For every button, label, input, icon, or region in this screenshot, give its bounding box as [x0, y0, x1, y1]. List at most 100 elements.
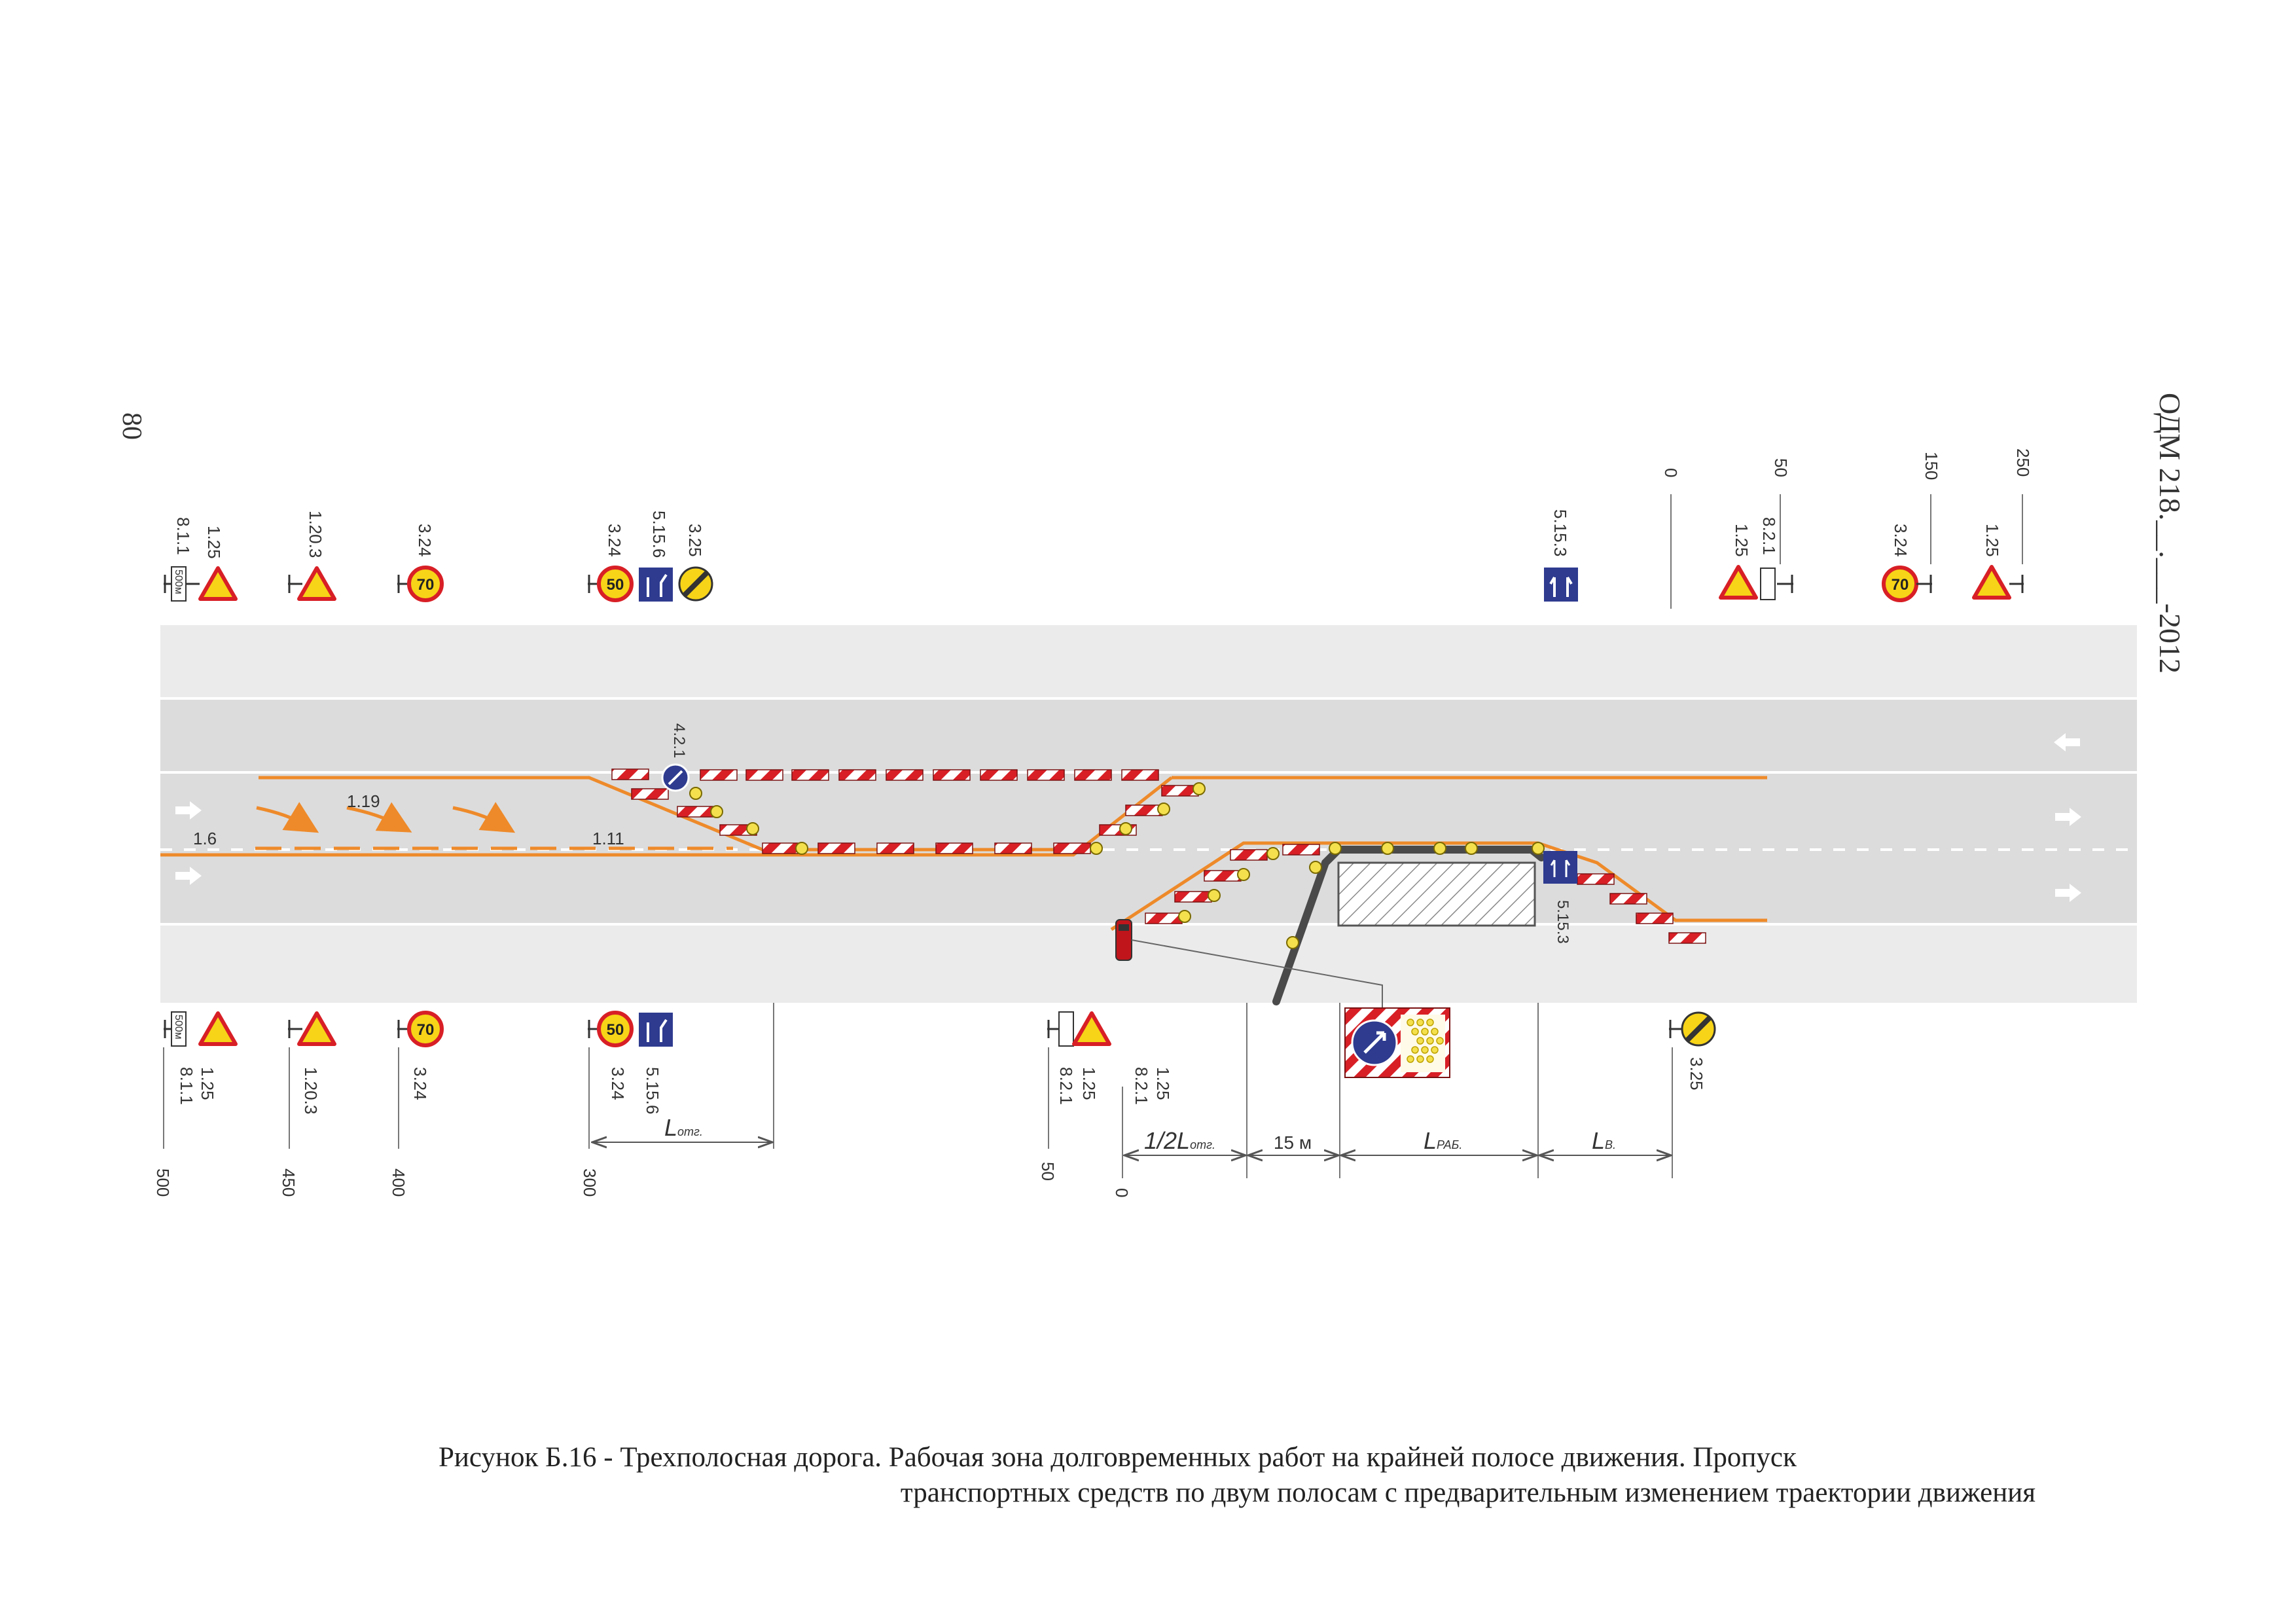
arrow-right-icon [175, 801, 202, 820]
sign-code: 3.24 [415, 524, 435, 557]
top-sign-group-3: 70 3.24 [397, 524, 444, 602]
top-sign-group-5: 5.15.3 [1543, 509, 1579, 603]
sign-code: 3.25 [685, 524, 705, 557]
barrier-row-top [611, 768, 1159, 781]
figure-caption: Рисунок Б.16 - Трехполосная дорога. Рабо… [439, 1440, 2036, 1511]
distance-label: 0 [1112, 1188, 1132, 1197]
sign-5-15-3-onroad [1543, 851, 1577, 884]
distance-label: 250 [2013, 448, 2033, 477]
distance-label: 150 [1922, 452, 1941, 480]
bottom-sign-group-2: 1.20.3 [288, 1011, 336, 1114]
road-works-sign-icon [198, 1011, 238, 1046]
bottom-distance-scale [163, 1003, 1673, 1178]
work-zone-hatched [1337, 861, 1536, 927]
road-works-sign-icon [1719, 565, 1758, 600]
sign-code: 5.15.3 [1551, 509, 1570, 556]
sign-code: 5.15.6 [649, 511, 669, 558]
svg-text:70: 70 [1892, 576, 1909, 594]
sign-code: 1.20.3 [301, 1067, 321, 1114]
top-sign-group-6: 1.25 8.2.1 [1719, 517, 1793, 600]
arrow-board [1344, 1007, 1450, 1078]
sign-code: 1.25 [1732, 524, 1751, 557]
top-shoulder [160, 625, 2137, 698]
distance-label: 500 [153, 1168, 173, 1197]
document-id: ОДМ 218.__.___-2012 [2153, 393, 2187, 674]
road-narrows-sign-icon [297, 1011, 336, 1046]
top-sign-group-2: 1.20.3 [288, 511, 336, 601]
sign-code: 3.24 [605, 524, 624, 557]
distance-label: 50 [1771, 458, 1791, 477]
top-sign-group-7: 70 3.24 [1882, 524, 1932, 602]
marking-label-1-11: 1.11 [592, 829, 624, 848]
barrier-taper-4 [1577, 873, 1706, 944]
speed-limit-sign-icon [597, 566, 634, 602]
caption-line-2: транспортных средств по двум полосам с п… [900, 1477, 2036, 1508]
bottom-sign-group-3: 70 3.24 [397, 1011, 444, 1100]
bottom-shoulder [160, 924, 2137, 1003]
top-sign-group-1: 500м 1.25 8.1.1 [164, 517, 238, 602]
dimension-lines [592, 1142, 1671, 1155]
bottom-sign-group-1: 500м 1.25 8.1.1 [164, 1011, 238, 1105]
lane-sign-icon [637, 566, 674, 603]
top-sign-group-4: 50 3.24 5.15.6 3.25 [588, 511, 713, 603]
dimension-l-v: LВ. [1592, 1127, 1616, 1154]
svg-text:70: 70 [417, 576, 435, 594]
bottom-sign-group-4: 50 3.24 5.15.6 [588, 1011, 674, 1114]
sign-code: 1.20.3 [306, 511, 325, 558]
road-narrows-sign-icon [297, 566, 336, 601]
bottom-sign-group-6: 3.25 [1669, 1011, 1716, 1091]
road-works-sign-icon [1972, 565, 2011, 600]
distance-label: 50 [1038, 1162, 1058, 1181]
marking-label-1-6: 1.6 [193, 829, 217, 848]
warning-lamps [689, 782, 1545, 949]
arrow-right-icon [2055, 884, 2081, 902]
sign-code: 1.25 [1153, 1067, 1173, 1100]
sign-code: 3.24 [608, 1067, 628, 1100]
arrow-left-icon [2054, 733, 2080, 751]
keep-left-arrow-icon [1363, 1031, 1386, 1054]
sign-label-4-2-1: 4.2.1 [670, 723, 688, 758]
sign-code: 1.25 [198, 1067, 217, 1100]
sign-code: 8.1.1 [177, 1067, 196, 1105]
sign-code: 8.2.1 [1132, 1067, 1151, 1105]
road-works-sign-icon [198, 566, 238, 601]
sign-code: 8.1.1 [173, 517, 193, 555]
marking-label-1-19: 1.19 [347, 791, 380, 811]
caption-line-1: Рисунок Б.16 - Трехполосная дорога. Рабо… [439, 1442, 1797, 1473]
speed-limit-sign-icon [407, 1011, 444, 1047]
sign-code: 1.25 [204, 526, 224, 559]
dimension-l-otg: Lотг. [664, 1114, 703, 1141]
distance-label: 300 [580, 1168, 600, 1197]
svg-text:500м: 500м [173, 569, 184, 594]
speed-limit-sign-icon [407, 566, 444, 602]
svg-text:500м: 500м [173, 1015, 184, 1039]
bottom-sign-group-5: 1.25 8.2.1 [1047, 1011, 1111, 1105]
distance-label: 450 [279, 1168, 298, 1197]
distance-label: 0 [1661, 468, 1681, 477]
sign-code: 3.24 [1891, 524, 1910, 557]
barrier-row-middle [817, 842, 1091, 854]
sign-code: 1.25 [1982, 524, 2002, 557]
arrow-right-icon [175, 867, 202, 885]
road-works-sign-icon [1072, 1011, 1111, 1046]
svg-text:70: 70 [417, 1021, 435, 1039]
dimension-half-l-otg: 1/2Lотг. [1144, 1127, 1215, 1154]
signal-vehicle [1115, 919, 1383, 1008]
sign-code: 8.2.1 [1056, 1067, 1076, 1105]
lane-sign-icon [1543, 566, 1579, 603]
arrow-right-icon [2055, 808, 2081, 826]
distance-label: 400 [389, 1168, 408, 1197]
dimension-15m: 15 м [1274, 1132, 1312, 1153]
barrier-taper-3 [1145, 844, 1320, 924]
sign-label-5-15-3-onroad: 5.15.3 [1554, 900, 1571, 944]
sign-4-2-1 [661, 763, 690, 792]
lane-sign-icon [637, 1011, 674, 1048]
page-number: 80 [117, 412, 147, 440]
speed-limit-sign-icon [597, 1011, 634, 1047]
sign-code: 5.15.6 [643, 1067, 662, 1114]
svg-text:50: 50 [607, 1021, 624, 1039]
top-distance-scale [1670, 494, 2023, 609]
svg-text:50: 50 [607, 576, 624, 594]
sign-code: 8.2.1 [1759, 517, 1779, 555]
